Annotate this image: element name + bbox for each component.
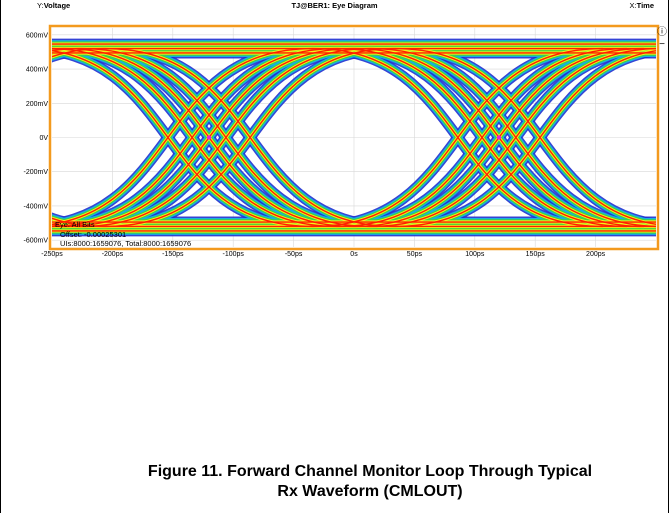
eye-diagram-svg: 600mV 400mV 200mV 0V -200mV -400mV -600mV -250p…	[1, 24, 660, 258]
y-tick-label: 200mV	[26, 101, 49, 108]
x-axis-name: Time	[636, 1, 654, 10]
annotation-eye-label: Eye: All Bits	[55, 220, 95, 229]
figure-caption: Figure 11. Forward Channel Monitor Loop …	[70, 462, 669, 502]
x-tick-label: 50ps	[407, 251, 423, 258]
annotation-counts: UIs:8000:1659076, Total:8000:1659076	[60, 239, 191, 248]
eye-transition-trace	[370, 47, 656, 227]
x-tick-label: 100ps	[465, 251, 485, 258]
y-tick-label: -400mV	[23, 203, 48, 210]
chart-title: TJ@BER1: Eye Diagram	[291, 1, 378, 10]
info-icon[interactable]: ⓘ	[657, 27, 667, 38]
x-tick-label: -150ps	[162, 251, 184, 258]
eye-transition-trace	[1, 49, 23, 227]
x-tick-label: 200ps	[586, 251, 606, 258]
y-axis-name: Voltage	[43, 1, 71, 10]
eye-transition-trace	[1, 49, 23, 227]
y-tick-label: -200mV	[23, 169, 48, 176]
x-axis-header: X:Time	[630, 0, 654, 12]
y-axis-prefix: Y:	[37, 1, 44, 10]
eye-transition-trace	[1, 49, 23, 227]
x-tick-label: 150ps	[526, 251, 546, 258]
eye-diagram-panel: Y:Voltage TJ@BER1: Eye Diagram X:Time ⓘ …	[1, 0, 668, 264]
caption-line-2: Rx Waveform (CMLOUT)	[277, 483, 463, 500]
eye-trace-group	[1, 38, 656, 237]
eye-transition-trace	[1, 49, 23, 227]
y-tick-label: -600mV	[23, 238, 48, 245]
eye-transition-trace	[105, 47, 396, 228]
x-tick-label: -250ps	[41, 251, 63, 258]
side-toolbar: ⓘ −	[656, 27, 668, 51]
eye-transition-trace	[1, 49, 23, 227]
y-tick-label: 0V	[39, 135, 48, 142]
eye-transition-trace	[1, 49, 23, 227]
eye-transition-trace	[52, 48, 338, 228]
eye-transition-trace	[312, 47, 603, 228]
eye-transition-trace	[337, 47, 628, 228]
eye-transition-trace	[52, 50, 313, 228]
eye-transition-trace	[1, 49, 23, 227]
y-tick-label: 400mV	[26, 67, 49, 74]
annotation-offset: Offset: -0.00025301	[60, 230, 126, 239]
x-tick-label: -50ps	[285, 251, 303, 258]
eye-transition-trace	[80, 47, 371, 228]
crossing-marker	[206, 135, 212, 140]
eye-transition-trace	[395, 47, 656, 225]
x-tick-label: -100ps	[222, 251, 244, 258]
eye-transition-trace	[1, 49, 23, 227]
crossing-marker	[496, 135, 502, 140]
minus-icon[interactable]: −	[659, 39, 665, 50]
x-tick-label: -200ps	[102, 251, 124, 258]
x-axis-prefix: X:	[629, 1, 637, 10]
x-tick-label: 0s	[350, 251, 358, 258]
caption-line-1: Figure 11. Forward Channel Monitor Loop …	[147, 463, 593, 480]
eye-transition-trace	[1, 49, 23, 227]
y-tick-label: 600mV	[26, 32, 49, 39]
eye-transition-trace	[1, 49, 23, 227]
y-axis-header: Y:Voltage	[37, 0, 70, 12]
